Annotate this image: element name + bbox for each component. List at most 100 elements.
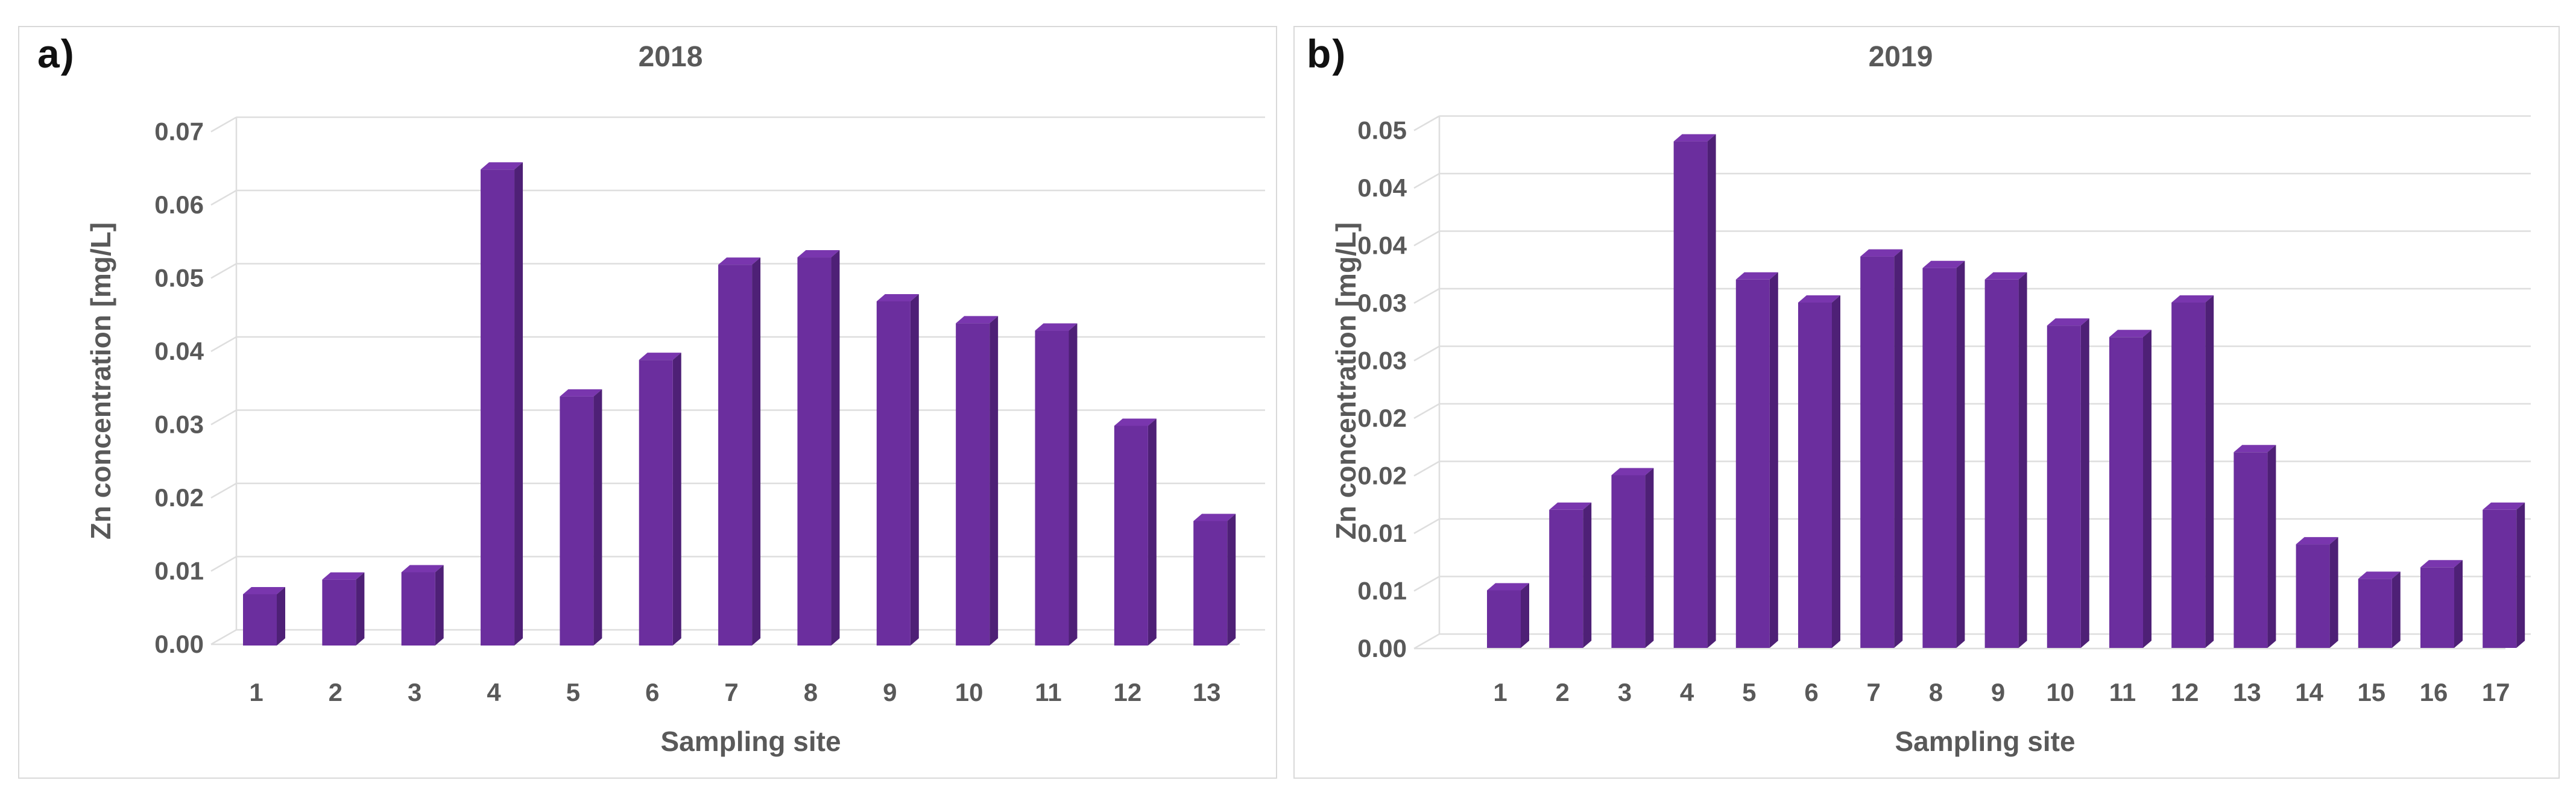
y-tick-label: 0.03 [1357, 289, 1407, 317]
y-tick-label: 0.07 [154, 118, 204, 146]
axis-tick-connector [210, 263, 237, 279]
axis-tick-connector [210, 336, 237, 353]
bar-side-face [1769, 272, 1778, 648]
bar [1035, 330, 1069, 646]
axis-tick-connector [1413, 345, 1440, 362]
panel-letter-a: a) [37, 31, 75, 76]
bar [1984, 279, 2019, 648]
bar-top-face [2420, 560, 2463, 568]
x-axis-title-2018: Sampling site [660, 726, 841, 757]
bar-top-face [1611, 468, 1654, 476]
bar-top-face [1035, 323, 1078, 331]
y-tick-label: 0.05 [154, 264, 204, 292]
bar-top-face [1673, 134, 1716, 142]
bar [1735, 279, 1770, 648]
bar-top-face [243, 586, 285, 594]
y-axis-title-2019: Zn concentration [mg/L] [1330, 222, 1362, 540]
y-tick-label: 0.01 [1357, 577, 1407, 605]
x-tick-label: 7 [724, 678, 738, 706]
bar-side-face [672, 353, 681, 646]
bar-side-face [2205, 295, 2214, 648]
bar-top-face [1922, 260, 1965, 268]
bar-top-face [560, 389, 602, 397]
bar-side-face [752, 257, 761, 646]
bar [1673, 141, 1708, 649]
bar-top-face [1549, 502, 1592, 510]
x-tick-label: 2 [1556, 678, 1570, 706]
bar [2483, 509, 2517, 648]
axis-tick-connector [210, 629, 237, 646]
axis-tick-connector [210, 482, 237, 499]
x-tick-label: 5 [566, 678, 580, 706]
bar [1114, 426, 1148, 646]
bar-top-face [2047, 318, 2089, 326]
panel-2019: 0.05 0.04 0.04 0.03 0.03 0.02 0.02 0.01 0.01 0.00… [1293, 26, 2560, 779]
x-tick-label: 16 [2420, 678, 2448, 706]
y-axis-title-2018: Zn concentration [mg/L] [85, 222, 116, 540]
bar-side-face [1069, 323, 1078, 646]
x-tick-label: 1 [249, 678, 263, 706]
y-tick-label: 0.00 [1357, 634, 1407, 662]
x-tick-label: 3 [408, 678, 421, 706]
y-tick-label: 0.01 [1357, 519, 1407, 547]
x-tick-label: 11 [2109, 678, 2136, 706]
bar-side-face [1583, 502, 1592, 648]
bar-top-face [956, 316, 999, 324]
panel-2018: 0.07 0.06 0.05 0.04 0.03 0.02 0.01 0.00 1 2 3 4 5 6 7 8… [18, 26, 1277, 779]
axis-tick-connector [1413, 633, 1440, 650]
axis-tick-connector [1413, 576, 1440, 592]
bar-top-face [2358, 571, 2401, 579]
bar-top-face [322, 572, 365, 580]
x-tick-label: 10 [955, 678, 983, 706]
bar-side-face [2080, 318, 2089, 648]
x-tick-label: 8 [804, 678, 818, 706]
y-tick-label: 0.05 [1357, 116, 1407, 145]
bar-top-face [2483, 502, 2525, 510]
bar [1798, 303, 1832, 648]
bar [1549, 509, 1583, 648]
x-tick-label: 7 [1867, 678, 1881, 706]
y-tick-label: 0.02 [154, 483, 204, 512]
x-tick-label: 9 [1991, 678, 2005, 706]
axis-tick-connector [210, 189, 237, 206]
y-tick-label: 0.02 [1357, 462, 1407, 490]
bar-top-face [639, 353, 681, 360]
bar-side-face [1521, 583, 1529, 648]
bar [322, 579, 356, 646]
bar-side-face [1227, 514, 1236, 646]
axis-tick-connector [1413, 230, 1440, 247]
bar-top-face [718, 257, 761, 265]
bar-side-face [514, 162, 523, 646]
bar-top-face [401, 565, 444, 573]
bar [1922, 268, 1957, 648]
x-tick-label: 3 [1618, 678, 1632, 706]
bar-top-face [2296, 537, 2338, 545]
bar-top-face [1860, 249, 1903, 257]
bar-top-face [1193, 514, 1236, 521]
bar-side-face [593, 389, 602, 646]
x-tick-label: 4 [1680, 678, 1694, 706]
y-tick-label: 0.06 [154, 190, 204, 219]
x-tick-label: 13 [2233, 678, 2261, 706]
x-tick-label: 10 [2046, 678, 2074, 706]
y-tick-label: 0.03 [1357, 347, 1407, 375]
axis-tick-connector [1413, 287, 1440, 304]
bar-top-face [1487, 583, 1529, 591]
y-tick-label: 0.01 [154, 557, 204, 585]
bar-side-face [2018, 272, 2027, 648]
bar-side-face [435, 565, 444, 646]
bar-side-face [277, 586, 285, 646]
bar-side-face [356, 572, 365, 646]
bar-side-face [1956, 260, 1965, 648]
bar-top-face [1798, 295, 1840, 303]
bar-top-face [876, 294, 919, 301]
bar [1860, 256, 1895, 649]
y-tick-label: 0.00 [154, 630, 204, 658]
bar-top-face [1984, 272, 2027, 280]
y-tick-label: 0.02 [1357, 404, 1407, 432]
bar [956, 323, 990, 646]
x-tick-label: 14 [2295, 678, 2323, 706]
bar [639, 360, 673, 646]
bar-side-face [2329, 537, 2338, 648]
x-tick-label: 15 [2357, 678, 2385, 706]
